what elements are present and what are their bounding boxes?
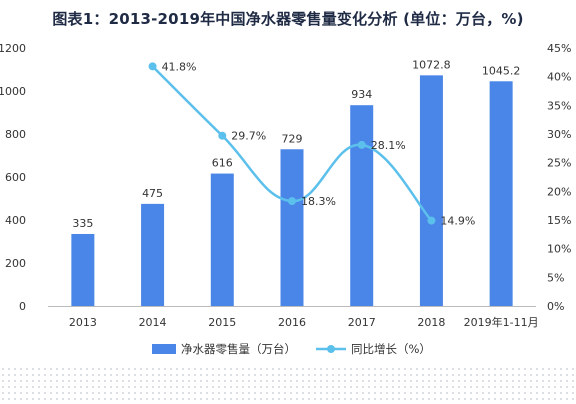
line-series: 41.8% 29.7% 18.3% 28.1% 14.9% [148,60,475,228]
x-tick-label: 2017 [348,316,376,329]
bar [419,75,443,307]
right-y-tick-label: 30% [547,128,571,141]
right-y-tick-label: 35% [547,99,571,112]
bar [280,149,304,306]
bar [350,105,374,306]
bar [210,173,234,306]
x-tick-label: 2018 [417,316,445,329]
right-y-tick-label: 20% [547,185,571,198]
bar-value-label: 475 [142,187,163,200]
line-point [357,140,366,149]
legend-bar-label: 净水器零售量（万台） [181,342,296,356]
line-point [148,62,157,71]
bar [141,203,165,306]
bar-value-label: 934 [351,88,372,101]
legend-bar-swatch [152,344,176,354]
right-y-axis: 0% 5% 10% 15% 20% 25% 30% 35% 40% 45% [547,42,571,313]
line-value-label: 14.9% [440,215,475,228]
line-value-label: 18.3% [301,195,336,208]
line-point [427,216,436,225]
chart-title: 图表1：2013-2019年中国净水器零售量变化分析 (单位：万台，%) [52,10,524,28]
x-tick-label: 2016 [278,316,306,329]
x-tick-label: 2019年1-11月 [464,315,539,329]
line-value-label: 41.8% [162,60,197,73]
bar [489,81,513,306]
bar-value-label: 616 [212,157,233,170]
bar [71,233,95,306]
line-point [218,131,227,140]
x-tick-label: 2013 [69,316,97,329]
right-y-tick-label: 25% [547,157,571,170]
right-y-tick-label: 40% [547,71,571,84]
left-y-tick-label: 600 [5,171,26,184]
left-y-tick-label: 200 [5,257,26,270]
line-point [288,197,296,206]
legend-line-label: 同比增长（%） [351,342,431,356]
left-y-tick-label: 1000 [0,85,26,98]
right-y-tick-label: 15% [547,214,571,227]
line-value-label: 29.7% [231,130,266,143]
left-y-tick-label: 0 [19,300,26,313]
legend: 净水器零售量（万台） 同比增长（%） [152,342,431,356]
bar-value-label: 335 [72,217,93,230]
bar-series: 335 475 616 729 934 1072.8 1045.2 [71,58,521,307]
bar-value-label: 1045.2 [482,64,521,77]
line-value-label: 28.1% [371,139,406,152]
x-tick-label: 2015 [208,316,236,329]
left-y-tick-label: 1200 [0,42,26,55]
bar-value-label: 729 [282,132,303,145]
decorative-dot-pattern [0,366,576,404]
left-y-axis: 0 200 400 600 800 1000 1200 [0,42,26,313]
legend-line-marker [327,345,335,353]
right-y-tick-label: 45% [547,42,571,55]
right-y-tick-label: 5% [547,271,564,284]
left-y-tick-label: 800 [5,128,26,141]
x-axis: 2013 2014 2015 2016 2017 2018 2019年1-11月 [48,306,539,329]
x-tick-label: 2014 [139,316,167,329]
left-y-tick-label: 400 [5,214,26,227]
bar-value-label: 1072.8 [412,58,451,71]
right-y-tick-label: 10% [547,243,571,256]
right-y-tick-label: 0% [547,300,564,313]
